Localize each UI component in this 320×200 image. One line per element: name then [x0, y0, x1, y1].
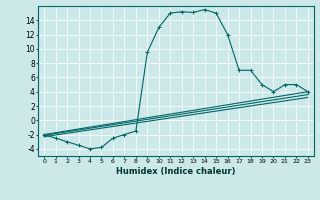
- X-axis label: Humidex (Indice chaleur): Humidex (Indice chaleur): [116, 167, 236, 176]
